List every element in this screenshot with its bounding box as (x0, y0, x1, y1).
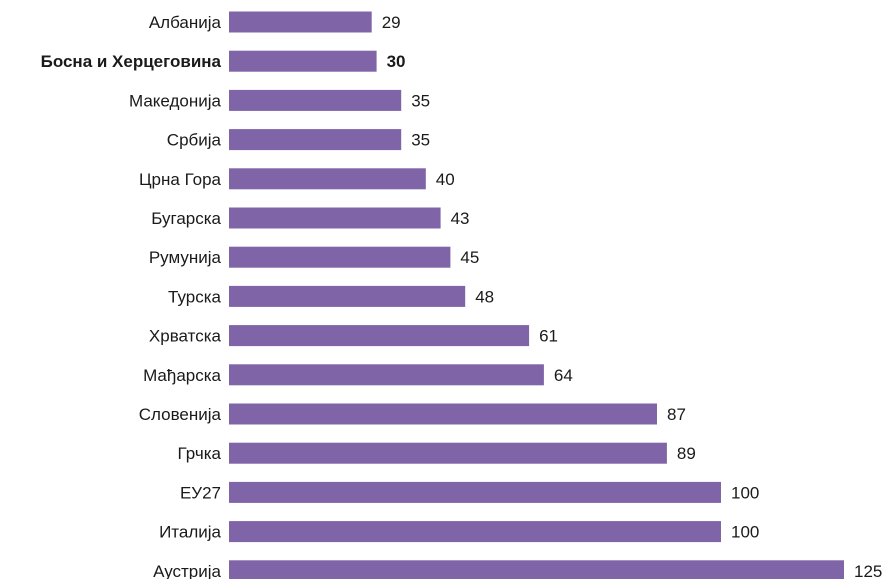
category-label: Турска (168, 287, 222, 306)
category-label: Македонија (129, 91, 222, 110)
bar-босна-и-херцеговина (229, 50, 377, 72)
category-label: ЕУ27 (180, 483, 221, 502)
bar-бугарска (229, 207, 441, 229)
value-label: 35 (411, 91, 430, 110)
value-label: 40 (436, 170, 455, 189)
value-label: 89 (677, 444, 696, 463)
value-labels-group: 29 30 35 35 40 43 45 48 61 64 87 89 100 100 125 (382, 13, 883, 579)
category-label: Бугарска (151, 209, 221, 228)
bar-турска (229, 285, 466, 307)
bar-албанија (229, 11, 372, 33)
value-label: 30 (387, 52, 406, 71)
category-label: Грчка (178, 444, 222, 463)
category-label: Босна и Херцеговина (41, 52, 222, 71)
value-label: 43 (451, 209, 470, 228)
bar-еу27 (229, 481, 721, 503)
value-label: 48 (475, 287, 494, 306)
value-label: 61 (539, 327, 558, 346)
value-label: 35 (411, 131, 430, 150)
value-label: 29 (382, 13, 401, 32)
category-labels-group: Албанија Босна и Херцеговина Македонија Срб… (41, 13, 222, 579)
value-label: 45 (460, 248, 479, 267)
bar-аустрија (229, 560, 844, 579)
bar-македонија (229, 89, 402, 111)
bar-србија (229, 129, 402, 151)
category-label: Аустрија (153, 562, 221, 579)
bar-грчка (229, 442, 667, 464)
category-label: Црна Гора (139, 170, 222, 189)
category-label: Србија (167, 131, 222, 150)
category-label: Румунија (149, 248, 222, 267)
category-label: Мађарска (143, 366, 221, 385)
bar-хрватска (229, 325, 530, 347)
bar-италија (229, 521, 721, 543)
bars-group (229, 11, 844, 579)
category-label: Албанија (149, 13, 222, 32)
category-label: Словенија (139, 405, 222, 424)
value-label: 100 (731, 523, 759, 542)
bar-мађарска (229, 364, 544, 386)
category-label: Италија (159, 523, 221, 542)
bar-румунија (229, 246, 451, 268)
value-label: 100 (731, 483, 759, 502)
value-label: 64 (554, 366, 573, 385)
bar-црна-гора (229, 168, 426, 190)
value-label: 87 (667, 405, 686, 424)
value-label: 125 (854, 562, 882, 579)
bar-словенија (229, 403, 657, 425)
category-label: Хрватска (149, 327, 222, 346)
